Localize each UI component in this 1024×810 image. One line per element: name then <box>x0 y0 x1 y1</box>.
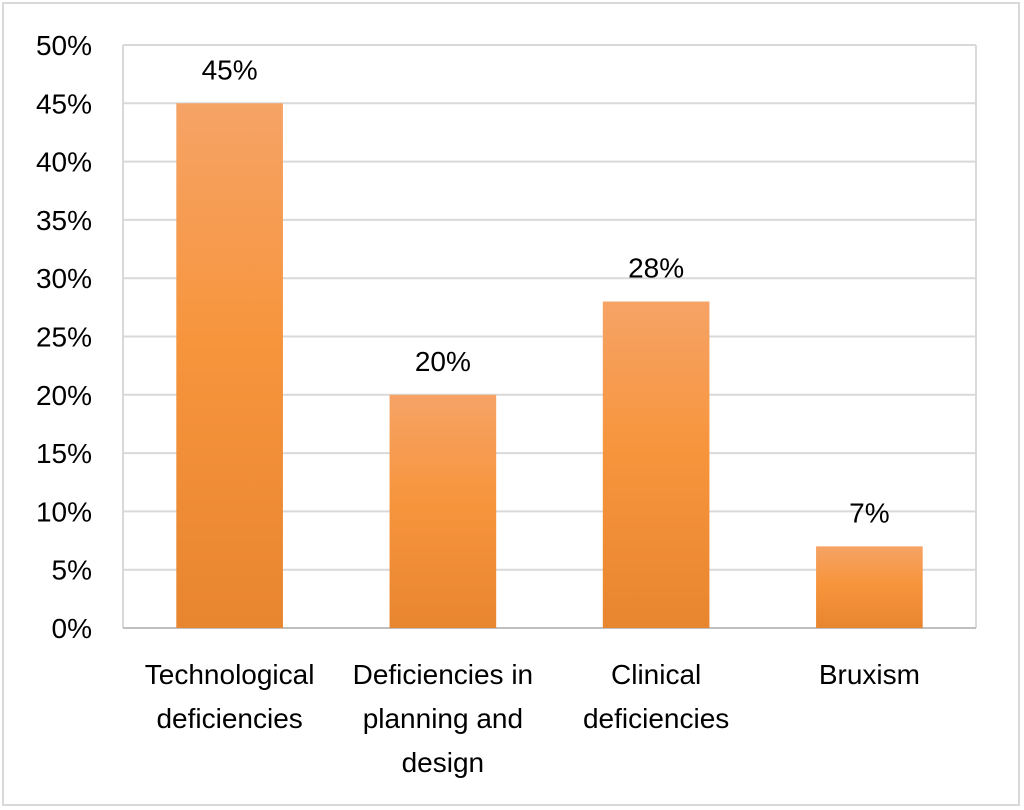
data-label: 45% <box>202 54 258 85</box>
data-label: 20% <box>415 346 471 377</box>
data-label: 7% <box>849 497 889 528</box>
x-category-label: Deficiencies in planning and design <box>353 659 534 778</box>
y-tick-label: 30% <box>36 263 92 294</box>
bars <box>176 103 923 629</box>
x-category-label: Bruxism <box>819 659 920 690</box>
y-axis-ticks: 0% 5% 10% 15% 20% 25% 30% 35% 40% 45% 50% <box>36 30 92 644</box>
y-tick-label: 45% <box>36 88 92 119</box>
y-tick-label: 35% <box>36 205 92 236</box>
x-axis-categories: Technological deficiencies Deficiencies in… <box>145 659 920 778</box>
x-category-label: Technological deficiencies <box>145 659 315 734</box>
data-labels: 45% 20% 28% 7% <box>202 54 890 528</box>
x-category-label: Clinical deficiencies <box>583 659 729 734</box>
y-tick-label: 10% <box>36 496 92 527</box>
y-tick-label: 50% <box>36 30 92 61</box>
bar <box>602 301 710 628</box>
bar <box>816 546 923 628</box>
bar <box>176 103 283 629</box>
y-tick-label: 0% <box>52 613 92 644</box>
y-tick-label: 5% <box>52 555 92 586</box>
y-tick-label: 25% <box>36 322 92 353</box>
bar <box>389 394 497 628</box>
y-tick-label: 15% <box>36 438 92 469</box>
y-tick-label: 40% <box>36 147 92 178</box>
data-label: 28% <box>628 253 684 284</box>
y-tick-label: 20% <box>36 380 92 411</box>
